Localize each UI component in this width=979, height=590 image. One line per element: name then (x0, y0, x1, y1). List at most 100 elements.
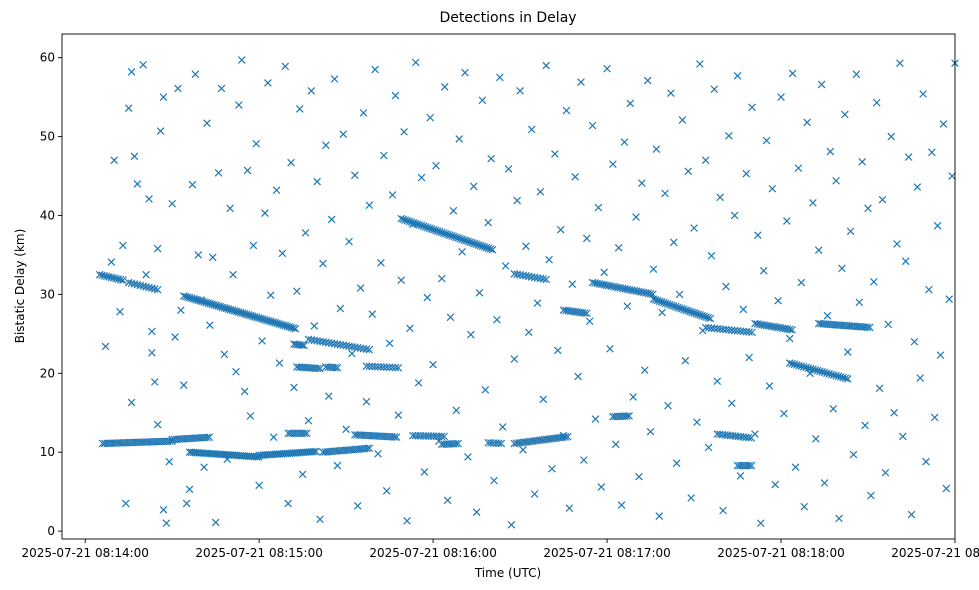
clutter-detection (748, 103, 756, 112)
track-detection (661, 299, 670, 308)
clutter-detection (704, 443, 713, 452)
x-axis-label: Time (UTC) (474, 566, 541, 580)
clutter-detection (713, 377, 722, 386)
track-detection (310, 447, 318, 456)
clutter-detection (832, 176, 840, 185)
clutter-detection (406, 324, 414, 333)
clutter-detection (841, 110, 849, 119)
clutter-detection (777, 93, 785, 101)
track-detection (312, 447, 320, 456)
clutter-detection (582, 234, 591, 243)
clutter-detection (293, 287, 301, 296)
clutter-detection (461, 68, 469, 77)
clutter-detection (327, 215, 336, 224)
clutter-detection (524, 328, 533, 337)
clutter-detection (510, 355, 519, 363)
track-detection (107, 273, 116, 282)
track-detection (510, 270, 519, 278)
clutter-detection (153, 420, 162, 429)
x-tick-label: 2025-07-21 08:17:00 (543, 546, 670, 560)
track-detection (394, 363, 403, 372)
clutter-detection (933, 221, 942, 230)
clutter-detection (620, 138, 629, 146)
clutter-detection (101, 342, 110, 351)
track-detection (486, 245, 495, 253)
clutter-detection (301, 229, 310, 237)
clutter-detection (179, 381, 188, 389)
track-detection (145, 283, 153, 292)
clutter-detection (606, 345, 614, 353)
clutter-detection (559, 431, 568, 440)
clutter-detection (617, 501, 626, 509)
track-detection (472, 240, 481, 249)
track-detection (690, 309, 698, 317)
clutter-detection (681, 356, 690, 365)
track-detection (456, 234, 464, 243)
clutter-detection (611, 440, 620, 449)
track-detection (403, 216, 412, 225)
track-detection (688, 308, 696, 317)
track-detection (804, 364, 813, 372)
track-detection (673, 303, 682, 312)
track-detection (747, 461, 756, 470)
clutter-detection (817, 80, 826, 89)
track-detection (790, 360, 799, 369)
clutter-detection (174, 84, 182, 93)
track-detection (425, 224, 434, 233)
track-detection (484, 244, 493, 253)
plot-frame (61, 33, 956, 540)
clutter-detection (475, 288, 484, 297)
clutter-detection (843, 348, 852, 356)
clutter-detection (710, 85, 719, 94)
clutter-detection (623, 302, 632, 311)
clutter-detection (893, 240, 901, 248)
clutter-detection (145, 195, 153, 203)
clutter-detection (232, 367, 240, 376)
clutter-detection (916, 374, 925, 382)
track-detection (659, 298, 668, 307)
clutter-detection (493, 315, 501, 324)
track-detection (480, 243, 489, 251)
clutter-detection (762, 136, 771, 145)
track-detection (136, 281, 145, 290)
track-detection (374, 362, 382, 371)
clutter-detection (927, 148, 936, 157)
clutter-detection (936, 351, 945, 359)
clutter-detection (725, 131, 733, 140)
track-detection (399, 215, 408, 224)
x-tick-label: 2025-07-21 08:14:00 (21, 546, 148, 560)
track-detection (451, 439, 460, 448)
clutter-detection (649, 265, 658, 273)
clutter-detection (533, 299, 542, 307)
track-detection (116, 275, 125, 284)
clutter-detection (652, 145, 661, 154)
track-detection (513, 270, 522, 279)
clutter-detection (530, 490, 539, 498)
clutter-detection (478, 96, 487, 105)
clutter-detection (380, 151, 388, 160)
clutter-detection (264, 79, 272, 87)
clutter-detection (838, 264, 846, 273)
track-detection (482, 243, 491, 252)
track-detection (582, 309, 591, 318)
track-detection (385, 363, 394, 372)
clutter-detection (348, 349, 356, 358)
x-tick-label: 2025-07-21 08:18:00 (717, 546, 844, 560)
clutter-detection (310, 322, 319, 330)
clutter-detection (284, 499, 292, 508)
track-detection (415, 221, 424, 229)
track-detection (684, 307, 692, 315)
clutter-detection (919, 90, 927, 98)
clutter-detection (829, 404, 838, 413)
track-detection (470, 239, 479, 248)
clutter-detection (432, 161, 440, 170)
clutter-detection (246, 412, 255, 420)
clutter-detection (168, 199, 176, 208)
clutter-detection (791, 463, 800, 472)
clutter-detection (580, 456, 588, 464)
clutter-detection (397, 276, 406, 285)
y-tick-label: 0 (47, 524, 55, 538)
clutter-detection (127, 68, 136, 76)
clutter-detection (464, 453, 472, 461)
track-detection (362, 345, 371, 353)
